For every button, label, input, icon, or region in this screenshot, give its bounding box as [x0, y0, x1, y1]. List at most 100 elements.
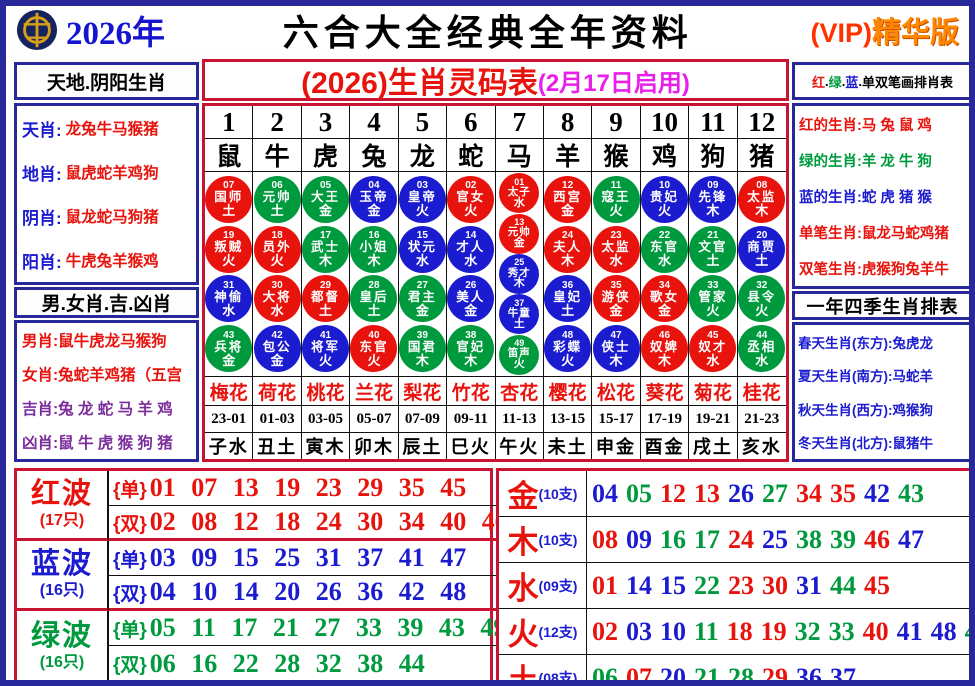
attribute-label: 天肖:	[22, 120, 62, 140]
code-ball-39: 39 国君木	[398, 325, 446, 373]
ball-title: 皇帝	[407, 190, 437, 205]
element-number: 04	[592, 478, 618, 508]
column-number-cell: 9	[592, 106, 641, 138]
element-number: 32	[794, 616, 821, 646]
code-ball-02: 02 官女火	[447, 175, 495, 223]
attribute-label: 阳肖:	[22, 252, 62, 272]
branch-cell: 亥水	[741, 437, 782, 457]
row-label: 单笔生肖:	[799, 225, 862, 242]
season-value: 马蛇羊	[892, 369, 934, 385]
code-ball-05: 05 大王金	[302, 175, 350, 223]
ball-element: 水	[755, 352, 769, 368]
table-title: (2026)生肖灵码表	[301, 67, 538, 100]
ball-element: 火	[706, 302, 720, 318]
ball-element: 火	[464, 203, 478, 219]
hour-range-row: 23-01 01-03 03-05 05-07 07-09 09-11 11-13 13-15…	[205, 406, 786, 433]
ball-number: 46	[658, 329, 671, 341]
vip-edition-label: (VIP)精华版	[810, 9, 959, 51]
attribute-label: 女肖:	[22, 367, 59, 384]
ball-title: 侠士	[601, 339, 631, 354]
ball-element: 木	[609, 352, 623, 368]
ball-title: 官女	[456, 190, 486, 205]
ball-number: 08	[756, 180, 768, 192]
element-number: 33	[828, 616, 855, 646]
header-segment: .	[841, 73, 846, 89]
element-label: 水 (09支)	[499, 563, 587, 608]
zodiac-cell: 猪	[749, 143, 775, 171]
element-number: 13	[694, 478, 720, 508]
code-ball-column: 03 皇帝火 15 状元水 27 君主金 39 国君木	[398, 172, 448, 376]
code-ball-column: 02 官女火 14 才人水 26 美人金 38 官妃木	[447, 172, 496, 376]
ball-element: 火	[222, 252, 236, 268]
code-ball-column: 06 元帅土 18 员外火 30 大将水 42 包公金	[253, 172, 302, 376]
season-label: 春天生肖(东方):	[798, 335, 893, 351]
ball-number: 02	[465, 180, 477, 192]
color-stroke-table-header: 红. 绿. 蓝. 单双笔画排肖表	[792, 62, 969, 100]
male-female-luck-list: 男肖: 鼠牛虎龙马猴狗 女肖: 兔蛇羊鸡猪（五宫 吉肖: 兔 龙 蛇 马 羊 鸡凶肖: 鼠 …	[14, 320, 199, 462]
ball-title: 先锋	[698, 190, 728, 205]
code-ball-column: 07 国师土 19 叛贼火 31 神偷水 43 兵将金	[205, 172, 254, 376]
season-label: 夏天生肖(南方):	[798, 369, 893, 385]
wave-name: 红波	[30, 478, 93, 510]
season-label: 秋天生肖(西方):	[798, 402, 893, 418]
code-ball-17: 17 武士木	[302, 225, 350, 273]
code-ball-grid: 07 国师土 19 叛贼火 31 神偷水 43 兵将金 06 元帅土 18 员外火 30 大将水 42 包公金…	[205, 172, 786, 377]
code-ball-28: 28 皇后土	[350, 275, 398, 323]
attribute-row: 女肖: 兔蛇羊鸡猪（五宫	[17, 357, 196, 391]
ball-number: 33	[707, 279, 719, 291]
ball-number: 48	[562, 329, 574, 341]
code-ball-47: 47 侠士木	[592, 325, 640, 373]
even-tag: {双}	[113, 655, 147, 676]
ball-element: 水	[270, 302, 284, 318]
code-ball-48: 48 彩蝶火	[544, 325, 592, 373]
ball-element: 木	[415, 352, 429, 368]
element-row: 木 (10支) 08 09 16 17 24 25 38 39 46 47	[499, 517, 969, 563]
column-number-cell: 5	[399, 106, 448, 138]
column-number-cell: 7	[496, 106, 544, 138]
branch-cell: 寅木	[302, 433, 351, 459]
branch-cell: 未土	[544, 433, 593, 459]
code-ball-42: 42 包公金	[253, 325, 301, 373]
row-value: 马 兔 鼠 鸡	[861, 117, 932, 134]
ball-number: 26	[465, 279, 477, 291]
element-number: 22	[694, 570, 720, 600]
vip-tag: (VIP)	[810, 18, 872, 48]
zodiac-cell: 狗	[689, 139, 738, 171]
zodiac-cell: 蛇	[447, 139, 496, 171]
ball-title: 游侠	[601, 289, 631, 304]
ball-element: 金	[415, 302, 429, 318]
ball-title: 奴婢	[649, 339, 679, 354]
ball-number: 25	[514, 257, 525, 268]
ball-title: 国师	[214, 190, 244, 205]
code-ball-46: 46 奴婢木	[640, 325, 688, 373]
header-segment: 蓝	[845, 74, 859, 90]
element-number: 35	[830, 478, 856, 508]
ball-element: 土	[513, 317, 525, 330]
ball-number: 36	[562, 279, 574, 291]
attribute-label: 吉肖:	[22, 401, 59, 418]
ball-element: 水	[706, 352, 720, 368]
edition-tag: 精华版	[871, 17, 959, 49]
column-number-cell: 12	[748, 106, 776, 137]
ball-title: 叛贼	[214, 240, 244, 255]
ball-number: 44	[756, 329, 768, 341]
zodiac-cell: 龙	[399, 139, 448, 171]
ball-title: 国君	[407, 339, 437, 354]
ball-number: 09	[707, 180, 719, 192]
color-zodiac-row: 红的生肖: 马 兔 鼠 鸡	[795, 106, 969, 142]
ball-element: 土	[755, 252, 769, 268]
code-ball-16: 16 小姐木	[350, 225, 398, 273]
earthly-branch-row: 子水 丑土 寅木 卯木 辰土 巳火 午火 未土 申金 酉金 戌土 亥水	[205, 433, 786, 459]
attribute-value: 鼠虎蛇羊鸡狗	[65, 165, 159, 182]
code-ball-03: 03 皇帝火	[398, 175, 446, 223]
four-seasons-list: 春天生肖(东方): 兔虎龙 夏天生肖(南方): 马蛇羊 秋天生肖(西方): 鸡猴狗 冬天生肖…	[792, 322, 969, 462]
element-name: 木	[507, 525, 539, 560]
code-ball-38: 38 官妃木	[447, 325, 495, 373]
ball-element: 金	[319, 203, 333, 219]
ball-number: 30	[271, 279, 283, 291]
element-number: 25	[762, 524, 788, 554]
odd-tag: {单}	[113, 549, 147, 571]
flower-cell: 梨花	[399, 377, 448, 405]
